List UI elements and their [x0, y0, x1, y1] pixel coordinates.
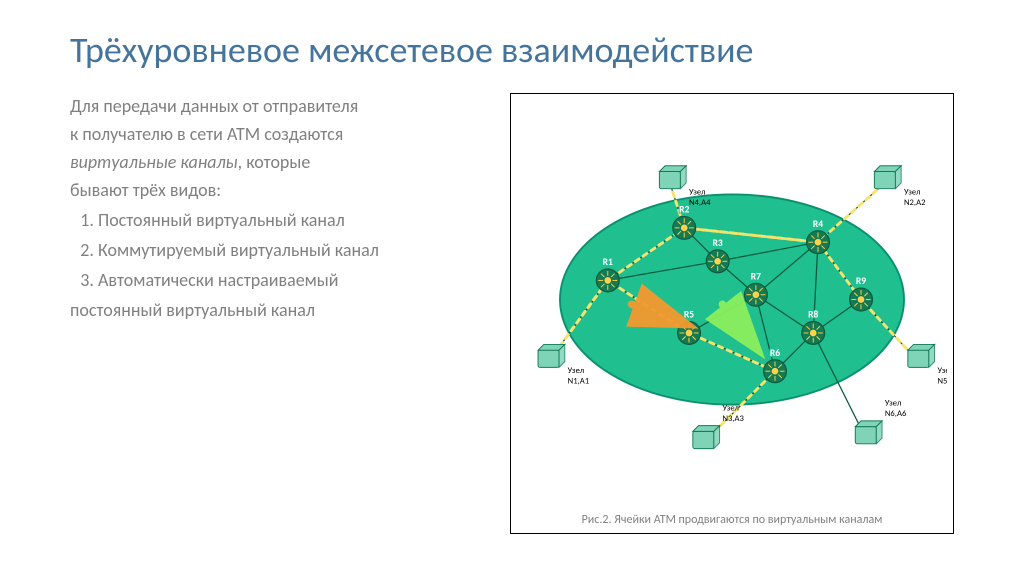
svg-text:Узел: Узел	[689, 188, 705, 198]
svg-text:N2,A2: N2,A2	[904, 198, 925, 208]
paragraph-line: постоянный виртуальный канал	[70, 297, 500, 325]
diagram-panel: R1R2R3R4R5R6R7R8R9УзелN1,A1УзелN4,A4Узел…	[510, 93, 954, 534]
svg-text:Узел: Узел	[722, 404, 738, 414]
diagram-caption: Рис.2. Ячейки ATM продвигаются по виртуа…	[582, 513, 883, 527]
svg-text:R2: R2	[679, 204, 689, 216]
svg-text:N1,A1: N1,A1	[568, 377, 589, 387]
list-item: Постоянный виртуальный канал	[98, 207, 500, 235]
svg-text:N4,A4: N4,A4	[689, 198, 711, 208]
svg-text:R7: R7	[751, 271, 761, 283]
svg-text:Узел: Узел	[568, 366, 584, 376]
svg-text:R3: R3	[713, 237, 723, 249]
ordered-list: Постоянный виртуальный канал Коммутируем…	[70, 207, 500, 295]
content-row: Для передачи данных от отправителя к пол…	[70, 93, 954, 534]
paragraph-rest: , которые	[238, 151, 311, 173]
svg-text:N3,A3: N3,A3	[722, 414, 744, 424]
svg-text:Узел: Узел	[885, 399, 901, 409]
network-diagram: R1R2R3R4R5R6R7R8R9УзелN1,A1УзелN4,A4Узел…	[517, 100, 947, 509]
svg-text:R6: R6	[770, 347, 780, 359]
paragraph-line: бывают трёх видов:	[70, 177, 500, 205]
svg-text:Узел: Узел	[904, 188, 920, 198]
svg-text:Узел: Узел	[937, 366, 947, 376]
svg-text:N6,A6: N6,A6	[885, 409, 907, 419]
slide-title: Трёхуровневое межсетевое взаимодействие	[70, 30, 954, 71]
svg-text:R5: R5	[684, 309, 694, 321]
paragraph-line: Для передачи данных от отправителя	[70, 93, 500, 121]
paragraph-line: виртуальные каналы, которые	[70, 149, 500, 177]
italic-term: виртуальные каналы	[70, 151, 238, 173]
svg-text:R9: R9	[856, 276, 866, 288]
slide: Трёхуровневое межсетевое взаимодействие …	[0, 0, 1024, 574]
svg-text:R8: R8	[808, 309, 818, 321]
svg-text:R4: R4	[813, 218, 823, 230]
list-item: Автоматически настраиваемый	[98, 267, 500, 295]
list-item: Коммутируемый виртуальный канал	[98, 237, 500, 265]
svg-text:R1: R1	[603, 257, 613, 269]
svg-text:N5,A5: N5,A5	[937, 377, 947, 387]
text-column: Для передачи данных от отправителя к пол…	[70, 93, 500, 534]
paragraph-line: к получателю в сети ATM создаются	[70, 121, 500, 149]
